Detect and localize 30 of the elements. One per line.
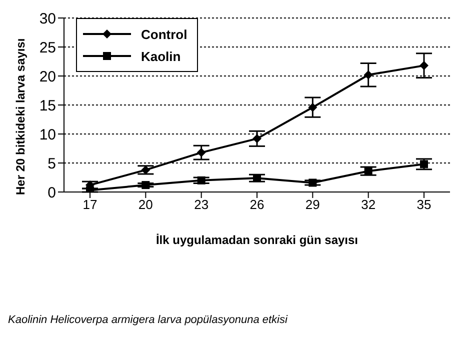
y-tick-label: 0 bbox=[48, 184, 56, 202]
point bbox=[420, 160, 428, 168]
point bbox=[197, 176, 206, 184]
x-axis-title: İlk uygulamadan sonraki gün sayısı bbox=[156, 233, 358, 247]
y-tick-label: 15 bbox=[39, 97, 56, 114]
y-tick-label: 30 bbox=[39, 10, 56, 28]
x-tick-label: 26 bbox=[250, 197, 264, 212]
x-tick-label: 32 bbox=[361, 197, 376, 212]
y-tick-label: 20 bbox=[39, 68, 56, 86]
point bbox=[308, 102, 318, 112]
point bbox=[364, 70, 373, 80]
y-tick-label: 10 bbox=[39, 126, 56, 144]
text: Kaolinin Helicoverpa armigera larva popülasyonuna etkisi bbox=[8, 314, 289, 326]
x-tick-label: 20 bbox=[138, 197, 153, 212]
point bbox=[364, 167, 372, 176]
x-tick-label: 29 bbox=[305, 197, 320, 212]
point bbox=[142, 181, 150, 190]
x-tick-label: 23 bbox=[194, 197, 209, 212]
point bbox=[253, 174, 261, 182]
point bbox=[308, 178, 317, 187]
point bbox=[420, 61, 428, 70]
x-tick-label: 35 bbox=[416, 197, 432, 212]
y-axis-title: Her 20 bitkideki larva sayısı bbox=[13, 38, 28, 195]
y-tick-label: 5 bbox=[48, 155, 56, 172]
legend-label: Control bbox=[141, 26, 188, 42]
legend-label: Kaolin bbox=[141, 48, 181, 64]
y-tick-label: 25 bbox=[39, 39, 56, 56]
x-tick-label: 17 bbox=[82, 197, 98, 212]
point bbox=[196, 148, 206, 158]
point bbox=[252, 134, 262, 144]
